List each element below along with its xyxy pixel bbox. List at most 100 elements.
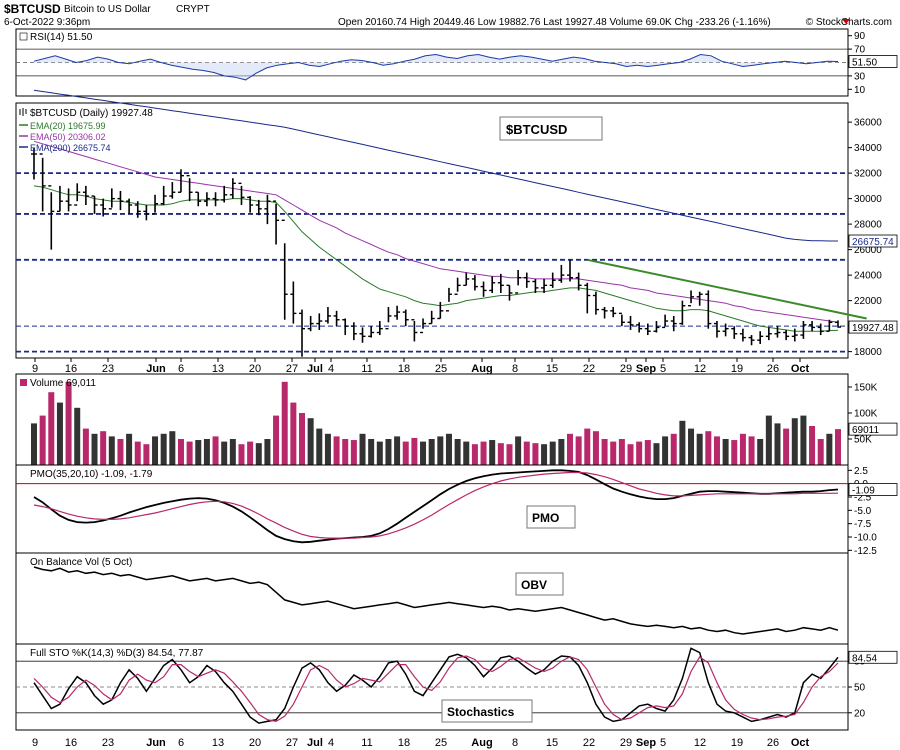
volume-bar <box>454 439 461 465</box>
price-bar <box>791 328 798 342</box>
x-tick-label: 25 <box>435 363 447 375</box>
price-bar <box>394 305 401 320</box>
x-tick-label: 8 <box>512 363 518 375</box>
last-value: 19927.48 <box>565 17 607 28</box>
low-value: 19882.76 <box>499 17 541 28</box>
volume-bar <box>117 439 124 465</box>
volume-bar <box>290 402 297 465</box>
x-tick-label: 13 <box>212 363 224 375</box>
x-tick-label: 16 <box>65 363 77 375</box>
volume-bar <box>662 436 669 465</box>
price-bar <box>774 326 781 338</box>
volume-bar <box>532 443 539 465</box>
x-tick-label: 29 <box>620 363 632 375</box>
volume-label: Volume <box>609 17 643 28</box>
volume-bar <box>722 439 729 465</box>
x-tick-label: 19 <box>731 363 743 375</box>
price-bar <box>273 200 280 245</box>
volume-bar <box>324 433 331 465</box>
x-tick-label: Jun <box>146 363 166 375</box>
price-bar <box>238 182 245 205</box>
price-bar <box>316 313 323 330</box>
header-name: Bitcoin to US Dollar <box>64 4 151 15</box>
price-bar <box>506 284 513 301</box>
volume-value: 69.0K <box>646 17 672 28</box>
volume-bar <box>48 392 55 465</box>
x-tick-label: 15 <box>546 363 558 375</box>
volume-bar <box>463 441 470 465</box>
price-bar <box>670 315 677 332</box>
volume-bar <box>731 440 738 465</box>
obv-line <box>33 566 839 635</box>
bottom-x-tick-label: 23 <box>102 737 114 749</box>
x-tick-label: 11 <box>361 363 372 375</box>
price-bar <box>324 307 331 324</box>
y-tick-label: 20 <box>854 708 866 719</box>
price-bar <box>618 312 625 327</box>
stochastics-last-label: 84.54 <box>852 653 877 664</box>
price-bar <box>368 326 375 338</box>
bottom-x-tick-label: 19 <box>731 737 743 749</box>
volume-bar <box>420 441 427 465</box>
volume-bar <box>385 439 392 465</box>
volume-bar <box>515 436 522 465</box>
rsi-last-label: 51.50 <box>852 57 877 68</box>
volume-bar <box>394 436 401 465</box>
volume-bar <box>143 444 150 465</box>
y-tick-label: 18000 <box>854 347 882 358</box>
stochastics-watermark-box <box>441 699 533 723</box>
price-bar <box>203 192 210 207</box>
volume-bar <box>774 423 781 465</box>
price-bar <box>186 174 193 202</box>
volume-bar <box>160 433 167 465</box>
price-bar <box>411 319 418 342</box>
price-bar <box>255 199 262 216</box>
price-bar <box>221 185 228 203</box>
price-bar <box>333 310 340 327</box>
volume-bar <box>56 402 63 465</box>
x-tick-label: 5 <box>660 363 666 375</box>
price-bar <box>480 281 487 297</box>
price-bar <box>385 307 392 330</box>
volume-bar <box>212 436 219 465</box>
price-bar <box>679 300 686 325</box>
volume-last-label: 69011 <box>852 425 880 436</box>
price-bar <box>299 309 305 357</box>
header-date: 6-Oct-2022 9:36pm <box>4 17 90 28</box>
volume-bar <box>437 436 444 465</box>
price-bar <box>497 273 504 293</box>
price-bar <box>471 275 478 291</box>
volume-bar <box>82 428 89 465</box>
bottom-x-tick-label: 4 <box>328 737 334 749</box>
price-bar <box>307 315 314 332</box>
volume-bar <box>653 443 660 465</box>
volume-bar <box>610 441 617 465</box>
x-tick-label: 22 <box>583 363 595 375</box>
volume-bar <box>835 429 841 465</box>
volume-bar <box>696 433 703 465</box>
y-tick-label: -7.5 <box>854 519 872 530</box>
y-tick-label: -2.5 <box>854 493 872 504</box>
price-bar <box>523 272 530 288</box>
price-bar <box>264 194 271 225</box>
header-ohlc: Open 20160.74 High 20449.46 Low 19882.76… <box>338 17 771 28</box>
price-last-label-box <box>848 320 898 334</box>
bottom-x-tick-label: 27 <box>286 737 298 749</box>
volume-last-label-box <box>848 422 898 436</box>
legend-entry: EMA(20) 19675.99 <box>30 121 106 131</box>
pmo-line-0 <box>33 469 839 544</box>
volume-bar <box>247 441 254 465</box>
volume-bar <box>428 439 435 465</box>
x-tick-label: 4 <box>328 363 334 375</box>
price-bar <box>160 185 167 205</box>
price-bar <box>817 323 824 336</box>
volume-bar <box>402 441 409 465</box>
rsi-last-label-box <box>848 55 898 68</box>
bottom-x-tick-label: 9 <box>32 737 38 749</box>
header-exchange: CRYPT <box>176 4 210 15</box>
bottom-x-tick-label: Jul <box>307 737 323 749</box>
volume-bar <box>264 439 271 465</box>
ema-line-1 <box>33 140 839 323</box>
price-bar <box>56 185 63 213</box>
price-bar <box>350 322 357 341</box>
